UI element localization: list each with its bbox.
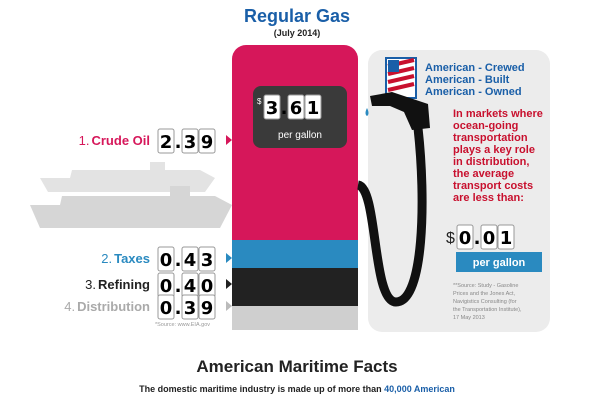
digit-boxes: [456, 224, 515, 250]
subtitle: (July 2014): [274, 28, 321, 38]
digit-boxes: [157, 272, 216, 298]
currency: $: [257, 97, 262, 106]
callout-unit: per gallon: [473, 257, 526, 269]
callout-source: 17 May 2013: [453, 315, 485, 321]
facts-body: The domestic maritime industry is made u…: [139, 384, 384, 394]
breakdown: 1. Crude Oil 2. 3 9 2. Taxes 0. 4 3 3. Refining 0. 4 0…: [64, 128, 216, 320]
callout-source: Prices and the Jones Act,: [453, 291, 516, 297]
row-number: 1.: [79, 133, 90, 148]
callout-line: American - Built: [425, 74, 510, 86]
digit-boxes: [157, 294, 216, 320]
arrow: [226, 135, 232, 145]
hose: [355, 127, 427, 307]
callout-source: **Source: Study - Gasoline: [453, 283, 518, 289]
digit-box: [198, 294, 216, 320]
row-name: Taxes: [114, 251, 150, 266]
currency: $: [446, 230, 455, 247]
callout-source: Navigistics Consulting (for: [453, 299, 517, 305]
title: Regular Gas: [244, 6, 350, 26]
nozzle: [370, 92, 430, 130]
row-label: 1. Crude Oil: [79, 133, 150, 148]
row-number: 4.: [64, 299, 75, 314]
row-name: Crude Oil: [91, 133, 150, 148]
facts-highlight: 40,000 American: [384, 384, 455, 394]
digit-box: [198, 246, 216, 272]
callout-line: American - Owned: [425, 86, 522, 98]
callout-source: the Transportation Institute),: [453, 307, 522, 313]
pump-unit: per gallon: [278, 130, 322, 141]
digit-boxes: [263, 94, 322, 120]
row-number: 3.: [85, 277, 96, 292]
pump-band-distribution: [232, 306, 358, 330]
facts-text: The domestic maritime industry is made u…: [139, 384, 455, 394]
digit-box: [456, 224, 474, 250]
digit-box: [181, 294, 199, 320]
digit-boxes: [157, 128, 216, 154]
ship: [30, 186, 232, 228]
digit-box: [157, 128, 175, 154]
source: *Source: www.EIA.gov: [155, 322, 210, 328]
ship: [40, 162, 215, 192]
row-number: 2.: [101, 251, 112, 266]
arrow: [226, 279, 232, 289]
digit-box: [480, 224, 498, 250]
pump-band-refining: [232, 268, 358, 306]
pump-body: [232, 45, 358, 255]
digit-box: [287, 94, 305, 120]
callout-text: the average: [453, 168, 514, 180]
pump-band-taxes: [232, 240, 358, 268]
drop: [365, 108, 369, 116]
arrow: [226, 301, 232, 311]
digit-box: [263, 94, 281, 120]
layout: [30, 45, 550, 332]
arrow: [226, 253, 232, 263]
digit-box: [181, 128, 199, 154]
digit-box: [157, 246, 175, 272]
row-label: 4. Distribution: [64, 299, 150, 314]
facts-title: American Maritime Facts: [196, 357, 397, 376]
row-name: Refining: [98, 277, 150, 292]
callout-text: are less than:: [453, 192, 524, 204]
digit-box: [497, 224, 515, 250]
callout-text: In markets where: [453, 108, 543, 120]
callout-line: American - Crewed: [425, 62, 525, 74]
digit-box: [198, 128, 216, 154]
callout-text: ocean-going: [453, 120, 518, 132]
row-name: Distribution: [77, 299, 150, 314]
digit-box: [181, 246, 199, 272]
digit-box: [157, 294, 175, 320]
callout-text: plays a key role: [453, 144, 535, 156]
callout-text: transportation: [453, 132, 528, 144]
unit-box: [456, 252, 542, 272]
callout-text: transport costs: [453, 180, 533, 192]
row-label: 2. Taxes: [101, 251, 150, 266]
row-label: 3. Refining: [85, 277, 150, 292]
digit-boxes: [157, 246, 216, 272]
digit-box: [304, 94, 322, 120]
flag-stripes: [387, 58, 415, 92]
callout-text: in distribution,: [453, 156, 529, 168]
flag-canton: [388, 60, 399, 72]
